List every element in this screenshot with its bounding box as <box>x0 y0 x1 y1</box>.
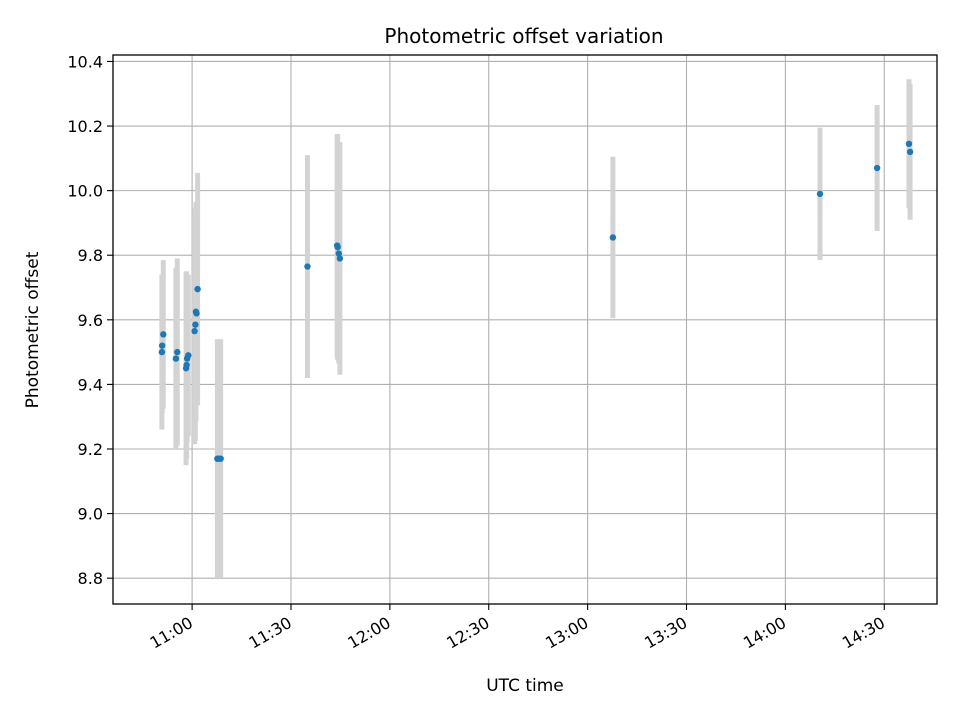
data-point <box>335 250 342 257</box>
data-point <box>193 310 200 317</box>
data-point <box>192 321 199 328</box>
chart-title: Photometric offset variation <box>384 24 663 48</box>
data-points <box>158 140 914 462</box>
y-tick-label: 9.2 <box>78 440 103 459</box>
data-point <box>217 455 224 462</box>
y-tick-label: 9.8 <box>78 246 103 265</box>
y-tick-label: 10.2 <box>67 117 103 136</box>
plot-frame <box>112 54 938 605</box>
data-point <box>609 234 617 241</box>
y-tick-label: 9.6 <box>78 311 103 330</box>
y-axis-ticks: 8.8 9.0 9.2 9.4 9.6 9.8 10.0 10.2 10.4 <box>67 52 113 588</box>
data-point <box>304 263 311 270</box>
data-point <box>183 361 190 369</box>
y-tick-label: 10.0 <box>67 182 103 201</box>
data-point <box>334 243 341 251</box>
data-point <box>191 327 198 335</box>
y-tick-label: 10.4 <box>67 52 103 71</box>
data-point <box>873 164 881 172</box>
data-point <box>158 348 166 356</box>
data-point <box>336 255 344 262</box>
y-tick-label: 9.4 <box>78 375 103 394</box>
data-point <box>160 331 167 338</box>
y-tick-label: 8.8 <box>78 569 103 588</box>
data-point <box>174 348 181 356</box>
y-axis-title: Photometric offset <box>23 251 43 408</box>
data-point <box>816 190 824 198</box>
data-point <box>905 140 913 148</box>
data-point <box>172 355 180 362</box>
y-tick-label: 9.0 <box>78 505 103 524</box>
data-point <box>185 352 192 359</box>
data-point <box>158 342 166 349</box>
grid <box>113 55 937 604</box>
data-point <box>906 148 914 156</box>
x-axis-title: UTC time <box>486 676 564 696</box>
data-point <box>194 285 201 293</box>
